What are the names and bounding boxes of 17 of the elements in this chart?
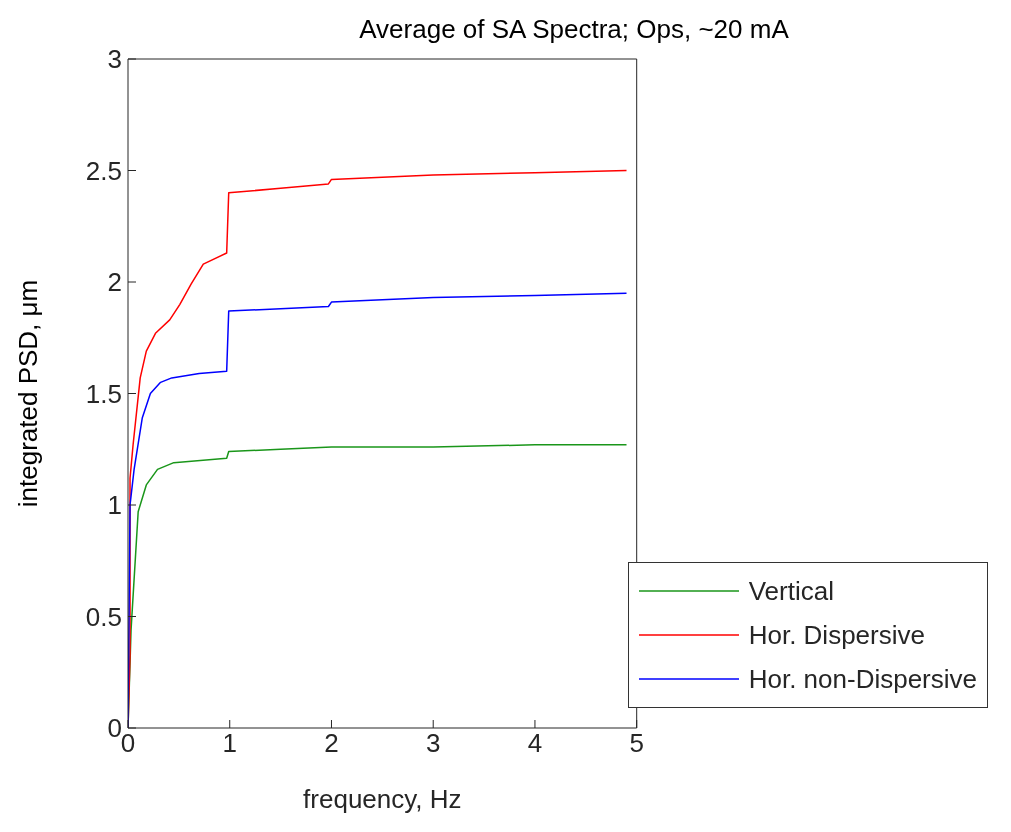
legend-label: Hor. Dispersive — [748, 619, 925, 651]
y-axis-title: integrated PSD, μm — [13, 279, 44, 508]
x-tick-label: 1 — [222, 728, 237, 759]
y-tick-label: 0.5 — [85, 601, 122, 632]
x-tick-label: 2 — [324, 728, 339, 759]
x-tick-label: 4 — [527, 728, 543, 759]
y-tick-label: 3 — [107, 44, 122, 75]
y-tick-label: 1 — [107, 490, 122, 521]
legend-label: Hor. non-Dispersive — [748, 663, 977, 695]
legend-label: Vertical — [748, 575, 834, 607]
x-axis-title: frequency, Hz — [303, 784, 462, 814]
y-tick-label: 1.5 — [85, 378, 122, 409]
x-tick-label: 3 — [425, 728, 441, 759]
chart-title: Average of SA Spectra; Ops, ~20 mA — [359, 14, 790, 44]
x-tick-label: 5 — [629, 728, 644, 759]
y-tick-label: 2 — [107, 267, 122, 298]
y-tick-label: 2.5 — [85, 155, 122, 186]
